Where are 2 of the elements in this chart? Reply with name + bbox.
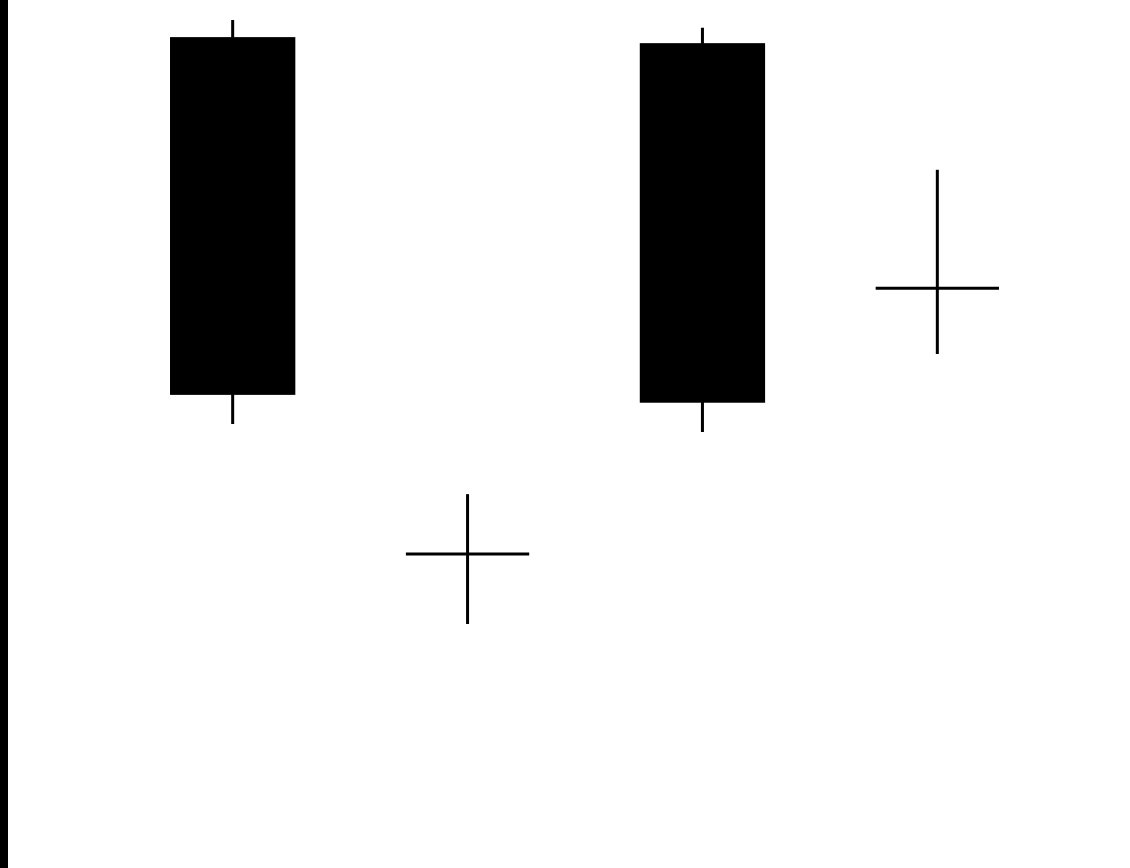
candlestick (404, 492, 531, 626)
candlestick (874, 168, 1001, 356)
